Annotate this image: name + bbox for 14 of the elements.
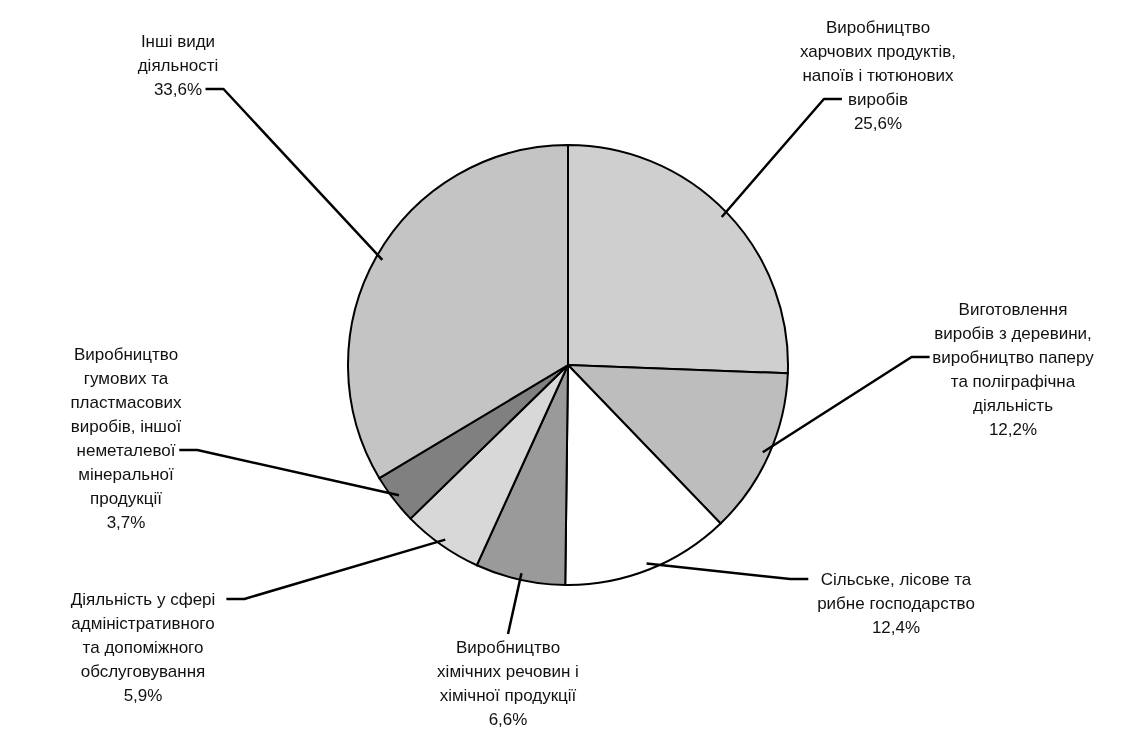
data-label: 33,6% [153,80,203,99]
slice-label: Інші види діяльності [137,32,219,75]
slice-label: Сільське, лісове та рибне господарство [817,570,975,613]
slice-label: Виготовлення виробів з деревини, виробництво паперу та поліграфічна діяльність [932,300,1095,415]
data-label: 6,6% [488,710,528,729]
data-label: 12,2% [988,420,1038,439]
slice-label: Діяльність у сфері адміністративного та допоміжного обслуговування [70,590,216,681]
slice-label: Виробництво хімічних речовин і хімічної продукції [437,638,579,705]
slice-label: Виробництво гумових та пластмасових виробів, іншої неметалевої мінеральної продукції [70,345,183,508]
data-label: 5,9% [123,686,163,705]
data-label: 3,7% [106,513,146,532]
slice-label: Виробництво харчових продуктів, напоїв і тютюнових виробів [799,18,957,109]
data-label: 12,4% [871,618,921,637]
data-label: 25,6% [853,114,903,133]
